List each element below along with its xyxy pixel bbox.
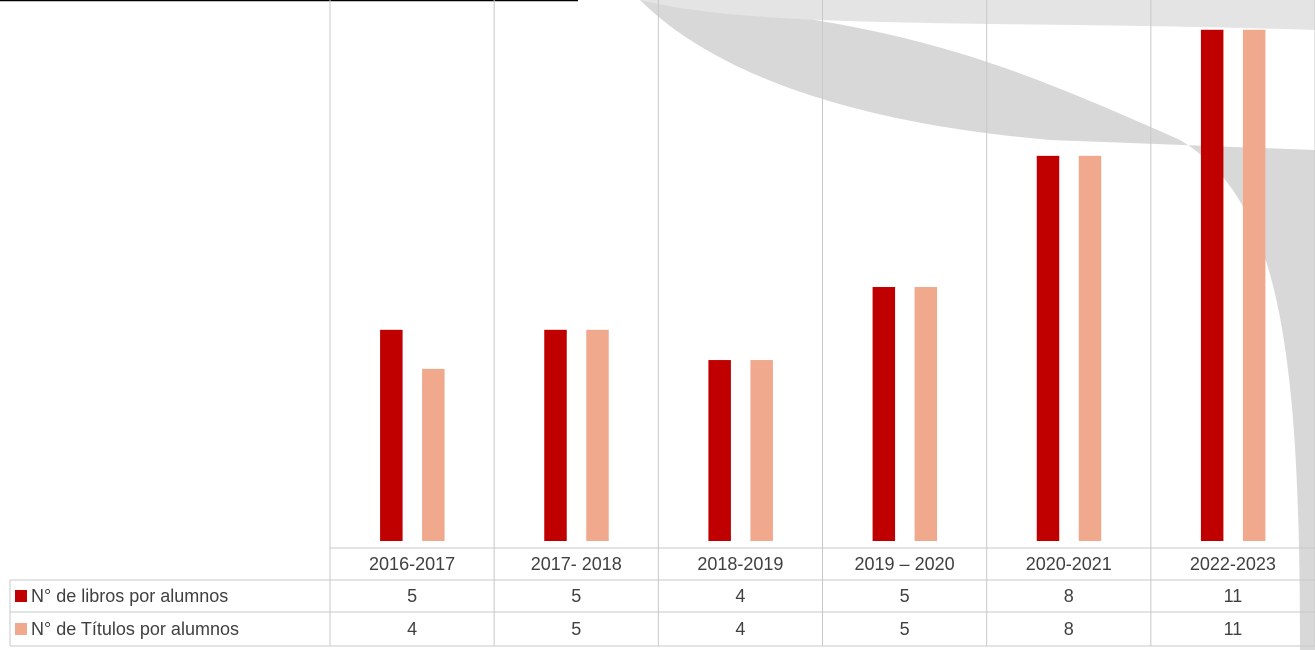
bar [380, 329, 403, 541]
legend-label: N° de libros por alumnos [31, 586, 228, 606]
grid [329, 0, 1315, 646]
bar [914, 287, 938, 541]
table-value: 5 [900, 586, 910, 606]
legend-label: N° de Títulos por alumnos [31, 619, 239, 639]
table-value: 8 [1064, 619, 1074, 639]
legend-swatch [15, 623, 27, 635]
bar [872, 287, 896, 541]
table-value: 4 [735, 586, 745, 606]
data-table: 2016-2017 5 4 2017- 2018 5 5 2018-2019 4 4 2019 –… [9, 547, 1315, 647]
bar [1078, 155, 1102, 541]
x-tick-label: 2020-2021 [1026, 554, 1112, 574]
bar [586, 329, 609, 541]
legend-swatch [15, 590, 27, 602]
table-value: 5 [571, 586, 581, 606]
bar [544, 329, 567, 541]
x-tick-label: 2016-2017 [369, 554, 455, 574]
x-tick-label: 2022-2023 [1190, 554, 1276, 574]
x-tick-label: 2019 – 2020 [855, 554, 955, 574]
table-value: 11 [1224, 619, 1243, 639]
bar [1036, 155, 1060, 541]
bar [1200, 29, 1224, 542]
table-value: 5 [571, 619, 581, 639]
bar [708, 360, 731, 541]
table-value: 5 [900, 619, 910, 639]
x-tick-label: 2017- 2018 [531, 554, 622, 574]
table-value: 5 [407, 586, 417, 606]
table-value: 8 [1064, 586, 1074, 606]
table-value: 4 [407, 619, 417, 639]
bar [422, 368, 445, 541]
table-value: 11 [1224, 586, 1243, 606]
bar [1242, 29, 1266, 542]
decor-shape [640, 0, 1315, 30]
table-value: 4 [735, 619, 745, 639]
bars [380, 29, 1266, 542]
bar [750, 360, 773, 541]
decor-shape [640, 0, 1315, 650]
x-tick-label: 2018-2019 [697, 554, 783, 574]
